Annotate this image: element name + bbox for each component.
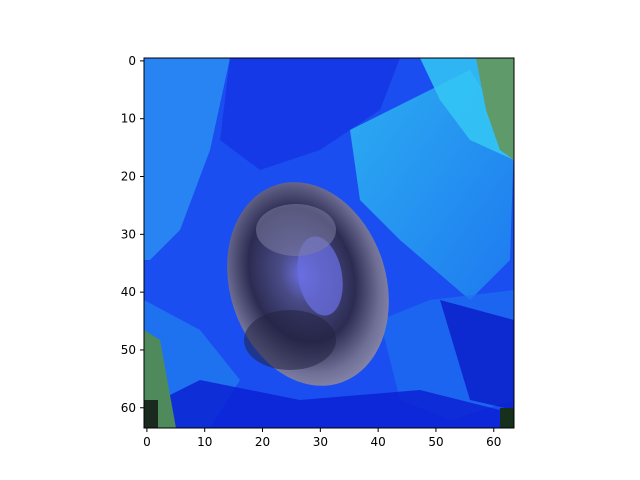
y-tick-label: 30 (121, 227, 136, 241)
image-heatmap (144, 58, 514, 428)
y-tick-label: 40 (121, 285, 136, 299)
y-tick-label: 0 (128, 54, 136, 68)
x-tick-label: 30 (313, 435, 328, 449)
y-tick-label: 10 (121, 112, 136, 126)
x-tick-label: 20 (255, 435, 270, 449)
x-tick-label: 10 (197, 435, 212, 449)
x-tick-label: 0 (143, 435, 151, 449)
y-axis: 0 10 20 30 40 50 60 (121, 54, 144, 415)
axes-frame (143, 57, 515, 429)
y-tick-label: 20 (121, 170, 136, 184)
x-axis: 0 10 20 30 40 50 60 (143, 428, 501, 449)
x-tick-label: 60 (486, 435, 501, 449)
y-tick-label: 60 (121, 401, 136, 415)
x-tick-label: 50 (428, 435, 443, 449)
x-tick-label: 40 (371, 435, 386, 449)
y-tick-label: 50 (121, 343, 136, 357)
